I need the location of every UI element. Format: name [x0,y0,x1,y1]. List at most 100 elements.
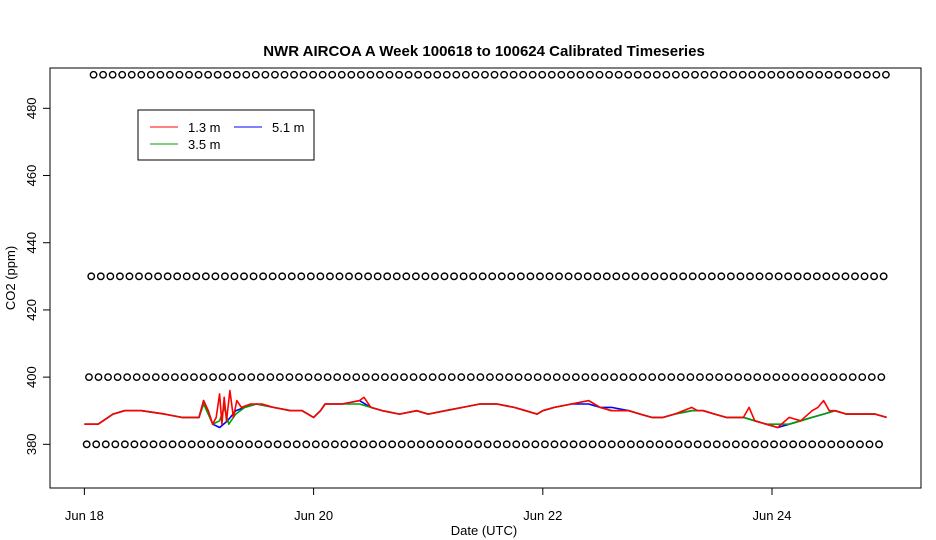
legend-label-1-3m: 1.3 m [188,120,221,135]
calibration-point [211,272,220,281]
calibration-point [292,440,301,449]
calibration-point [314,373,322,382]
calibration-point [359,440,368,449]
calibration-point [104,373,112,382]
calibration-point [247,373,256,382]
calibration-point [693,440,702,449]
calibration-point [751,440,759,449]
calibration-point [347,70,356,79]
calibration-point [726,272,735,281]
calibration-point [115,272,124,281]
calibration-point [514,373,523,382]
calibration-point [96,272,105,281]
calibration-point [299,70,308,79]
calibration-point [194,70,203,79]
calibration-point [562,373,571,382]
calibration-point [579,440,587,449]
calibration-point [581,373,590,382]
calibration-point [772,373,781,382]
calibration-point [156,70,165,79]
calibration-point [245,440,253,449]
calibration-point [638,373,647,382]
calibration-point [230,272,239,281]
calibration-point [493,440,502,449]
calibration-point [600,373,609,382]
calibration-point [335,272,344,281]
calibration-point [593,272,602,281]
calibration-point [879,272,888,281]
y-tick-label: 480 [24,97,39,119]
calibration-point [423,70,432,79]
calibration-point [846,440,855,449]
calibration-point [643,70,652,79]
calibration-point [261,70,270,79]
calibration-point [290,70,298,79]
calibration-point [173,272,182,281]
calibration-point [853,70,862,79]
calibration-point [741,440,750,449]
calibration-point [364,272,373,281]
calibration-point [457,373,466,382]
y-axis-label: CO2 (ppm) [3,246,18,310]
calibration-point [669,272,678,281]
calibration-point [867,373,876,382]
calibration-point [378,440,387,449]
calibration-point [812,272,821,281]
calibration-point [132,373,141,382]
calibration-point [808,440,817,449]
calibration-point [442,70,451,79]
calibration-point [209,373,217,382]
calibration-point [796,70,804,79]
calibration-point [605,70,613,79]
calibration-point [490,70,499,79]
calibration-point [326,272,334,281]
calibration-point [99,70,107,79]
calibration-point [598,440,607,449]
calibration-point [848,373,857,382]
calibration-point [402,272,411,281]
calibration-point [521,440,530,449]
calibration-point [388,440,397,449]
calibration-point [571,373,580,382]
calibration-point [700,70,709,79]
calibration-point [352,373,361,382]
calibration-point [175,70,184,79]
calibration-point [295,373,303,382]
calibration-point [280,70,289,79]
calibration-point [545,272,554,281]
calibration-point [779,440,788,449]
calibration-point [822,272,831,281]
calibration-point [621,272,630,281]
calibration-point [698,272,707,281]
y-tick-label: 460 [24,165,39,187]
calibration-point [204,70,213,79]
calibration-point [278,272,287,281]
calibration-point [251,70,260,79]
calibration-point [154,272,162,281]
y-tick-label: 400 [24,366,39,388]
calibration-point [722,440,731,449]
calibration-point [216,440,225,449]
calibration-point [404,70,413,79]
calibration-point [242,70,251,79]
calibration-point [285,373,294,382]
calibration-point [652,70,661,79]
calibration-point [182,272,191,281]
calibration-point [591,373,599,382]
calibration-point [872,70,881,79]
calibration-point [89,70,98,79]
calibration-point [440,272,449,281]
calibration-point [237,373,246,382]
calibration-point [318,70,327,79]
calibration-point [82,440,91,449]
calibration-point [538,70,547,79]
calibration-point [870,272,878,281]
calibration-point [385,70,394,79]
calibration-point [106,272,115,281]
calibration-point [340,440,349,449]
calibration-point [130,440,139,449]
calibration-point [586,70,594,79]
calibration-point [273,440,282,449]
calibration-point [383,272,392,281]
calibration-point [140,440,148,449]
